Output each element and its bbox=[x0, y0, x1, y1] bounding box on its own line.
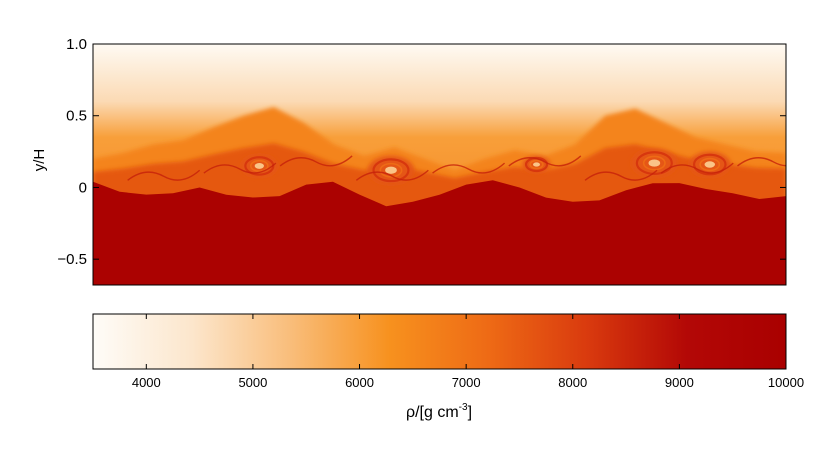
colorbar-tick: 10000 bbox=[768, 314, 804, 390]
colorbar-tick-label: 4000 bbox=[132, 375, 161, 390]
colorbar-label-main: ρ/[g cm bbox=[406, 404, 459, 421]
colorbar-label: ρ/[g cm-3] bbox=[406, 402, 472, 421]
filament bbox=[508, 155, 582, 167]
y-tick-label: 1.0 bbox=[66, 36, 87, 53]
colorbar-tick: 9000 bbox=[665, 314, 694, 390]
colorbar-tick-label: 10000 bbox=[768, 375, 804, 390]
colorbar-tick: 6000 bbox=[345, 314, 374, 390]
filament bbox=[737, 157, 786, 167]
y-tick-label: 0 bbox=[79, 179, 87, 196]
colorbar-tick: 5000 bbox=[238, 314, 267, 390]
filament bbox=[432, 162, 506, 174]
colorbar-tick: 7000 bbox=[452, 314, 481, 390]
colorbar-tick-label: 5000 bbox=[238, 375, 267, 390]
y-tick-group: 1.0 0.5 0 −0.5 bbox=[57, 36, 786, 268]
vortex bbox=[240, 154, 278, 178]
colorbar-tick-group: 4000 5000 6000 7000 8000 9000 10000 bbox=[132, 314, 804, 390]
colorbar: 4000 5000 6000 7000 8000 9000 10000 ρ/[g cm-3] bbox=[92, 313, 804, 421]
vortex bbox=[367, 155, 415, 185]
plot-frame bbox=[92, 43, 787, 286]
filament bbox=[203, 162, 277, 174]
density-plot bbox=[92, 43, 787, 286]
colorbar-label-exponent: -3 bbox=[459, 402, 468, 413]
filament bbox=[660, 162, 734, 174]
colorbar-tick-label: 8000 bbox=[558, 375, 587, 390]
colorbar-label-end: ] bbox=[468, 404, 472, 421]
filament bbox=[279, 155, 353, 167]
colorbar-tick-label: 7000 bbox=[452, 375, 481, 390]
y-tick-label: −0.5 bbox=[57, 251, 87, 268]
colorbar-tick-label: 6000 bbox=[345, 375, 374, 390]
filament bbox=[127, 169, 201, 181]
colorbar-tick: 8000 bbox=[558, 314, 587, 390]
y-tick: 0.5 bbox=[66, 108, 786, 125]
y-tick: −0.5 bbox=[57, 251, 786, 268]
y-axis: 1.0 0.5 0 −0.5 y/H bbox=[31, 36, 786, 268]
colorbar-gradient bbox=[93, 314, 786, 369]
dense-lower-fluid bbox=[93, 180, 786, 285]
y-tick: 0 bbox=[79, 179, 786, 196]
colorbar-tick-label: 9000 bbox=[665, 375, 694, 390]
colorbar-frame bbox=[92, 313, 787, 370]
y-axis-label: y/H bbox=[31, 149, 48, 172]
y-tick-label: 0.5 bbox=[66, 108, 87, 125]
filament bbox=[584, 169, 658, 181]
filament bbox=[355, 169, 429, 181]
colorbar-tick: 4000 bbox=[132, 314, 161, 390]
y-tick: 1.0 bbox=[66, 36, 786, 53]
